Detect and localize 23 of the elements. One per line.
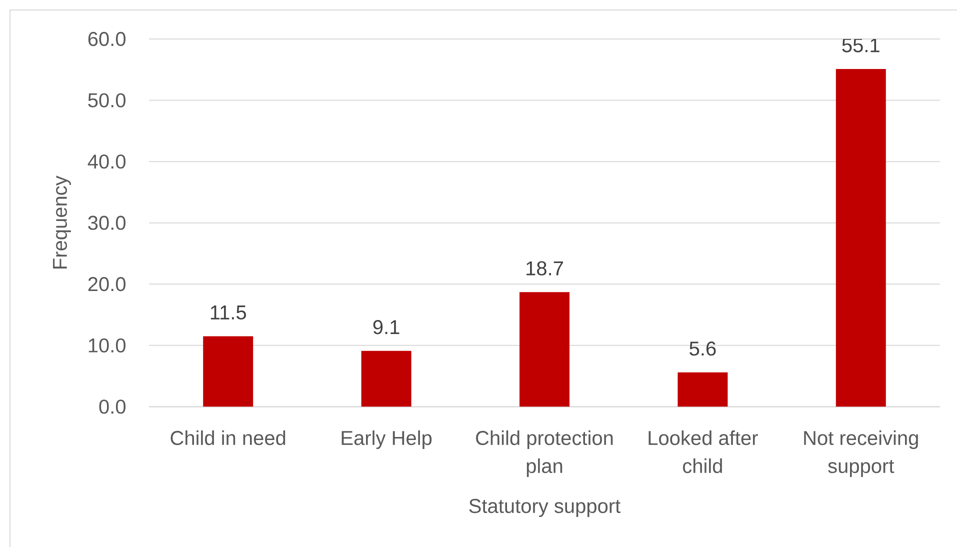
bar	[836, 69, 886, 407]
bar	[203, 336, 254, 407]
x-tick-label: Child in need	[170, 430, 286, 446]
y-tick-label: 50.0	[88, 93, 126, 108]
y-axis-title: Frequency	[53, 176, 71, 268]
y-tick-label: 10.0	[88, 338, 126, 352]
data-label: 11.5	[210, 306, 246, 320]
bar	[361, 350, 412, 407]
y-tick-label: 40.0	[88, 154, 126, 169]
x-axis-title: Statutory support	[469, 498, 620, 518]
bar	[678, 372, 728, 407]
data-label: 5.6	[690, 342, 716, 356]
y-tick-label: 30.0	[88, 216, 126, 230]
x-tick-label: Not receiving support	[804, 430, 918, 478]
x-tick-label: Early Help	[342, 430, 432, 450]
data-label: 9.1	[373, 320, 400, 334]
x-tick-label: Looked after child	[648, 430, 758, 474]
y-tick-label: 20.0	[88, 277, 126, 292]
bar	[520, 292, 570, 407]
y-tick-label: 60.0	[88, 32, 126, 46]
y-tick-label: 0.0	[99, 400, 126, 414]
x-tick-label: Child protection plan	[476, 430, 613, 478]
data-label: 18.7	[526, 261, 563, 276]
